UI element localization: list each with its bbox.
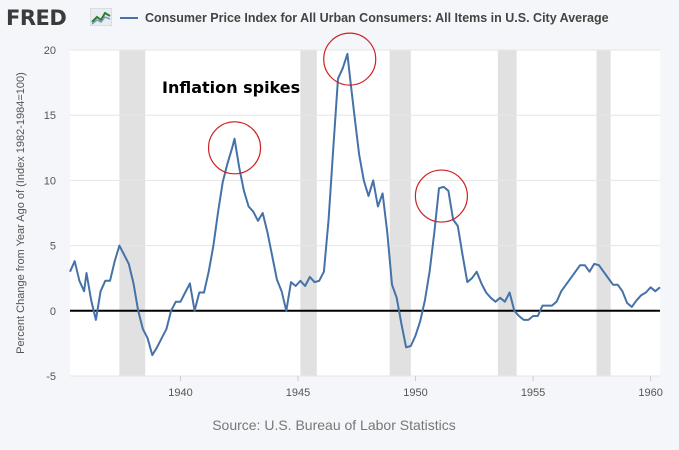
x-tick-labels: 1940 1945 1950 1955 1960	[168, 376, 663, 399]
spike-highlight-circles	[207, 32, 468, 223]
line-chart-icon	[90, 8, 112, 26]
y-tick-10: 10	[44, 175, 56, 187]
inflation-spikes-annotation: Inflation spikes	[162, 78, 300, 97]
highlight-circle-0	[207, 121, 262, 175]
source-note: Source: U.S. Bureau of Labor Statistics	[212, 417, 456, 433]
plot-background	[70, 50, 660, 376]
chart-legend: Consumer Price Index for All Urban Consu…	[120, 11, 609, 25]
recession-band-2	[389, 50, 411, 376]
fred-logo[interactable]: FRED	[6, 6, 67, 30]
recession-band-4	[596, 50, 611, 376]
y-tick-20: 20	[44, 45, 56, 57]
x-tick-1960: 1960	[638, 387, 662, 399]
y-axis-label: Percent Change from Year Ago of (Index 1…	[15, 72, 27, 354]
y-tick-15: 15	[44, 110, 56, 122]
highlight-circle-1	[323, 32, 377, 86]
legend-swatch	[120, 17, 138, 19]
y-tick-labels: -5 0 5 10 15 20	[44, 45, 56, 383]
y-tick--5: -5	[46, 371, 56, 383]
cpi-series-line[interactable]	[69, 52, 661, 357]
x-tick-1940: 1940	[168, 387, 192, 399]
recession-band-1	[300, 50, 317, 376]
x-tick-1955: 1955	[521, 387, 545, 399]
recession-band-0	[119, 50, 146, 376]
legend-series-label: Consumer Price Index for All Urban Consu…	[145, 11, 609, 25]
y-tick-5: 5	[50, 241, 56, 253]
y-tick-0: 0	[50, 306, 56, 318]
recession-band-3	[497, 50, 517, 376]
recession-bands	[119, 50, 611, 376]
x-tick-1950: 1950	[403, 387, 427, 399]
x-tick-1945: 1945	[286, 387, 310, 399]
highlight-circle-2	[414, 169, 468, 223]
